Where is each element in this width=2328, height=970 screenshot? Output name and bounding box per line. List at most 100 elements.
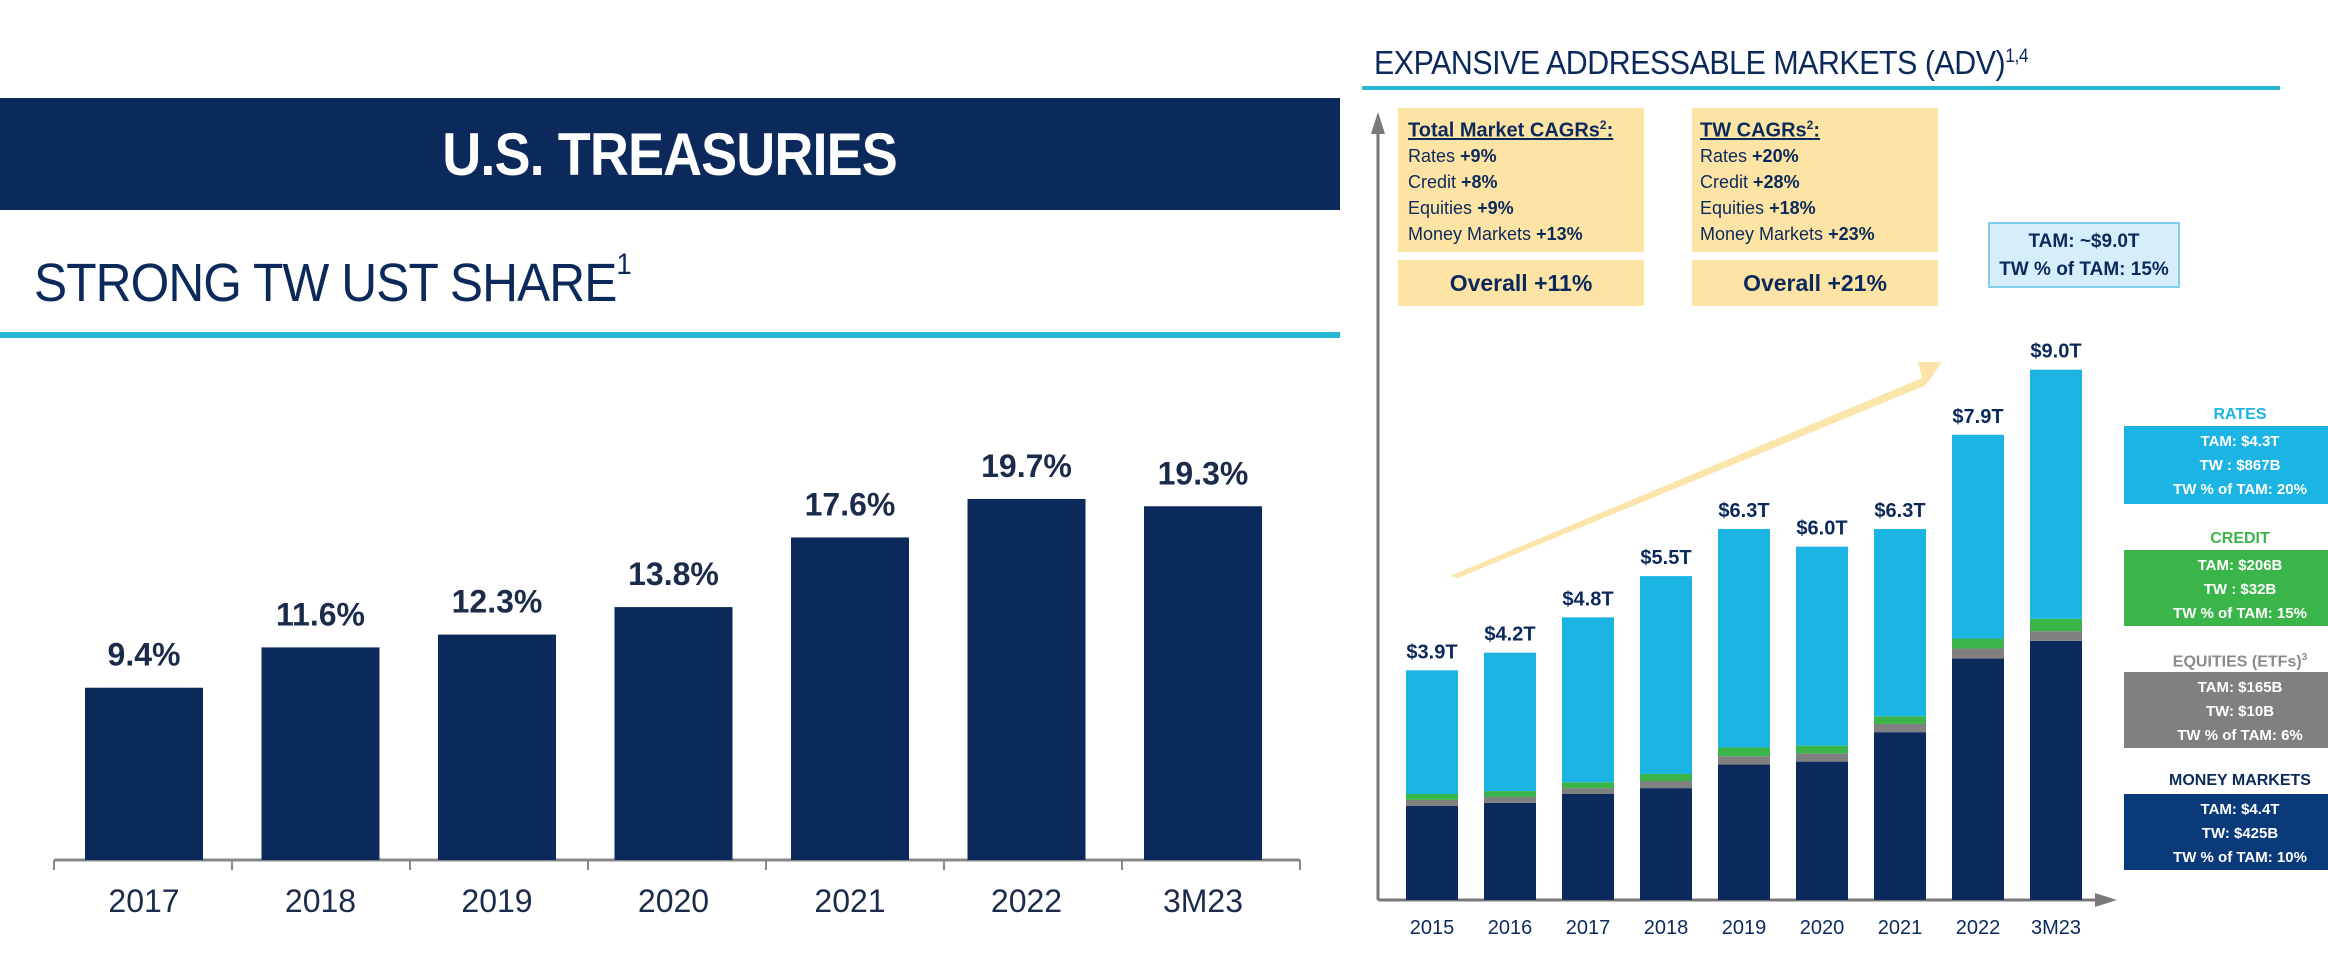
treasuries-banner: U.S. TREASURIES <box>0 98 1340 210</box>
legend-line: TW: $10B <box>2205 703 2275 720</box>
bar-2020 <box>614 607 733 860</box>
bar-segment-rates-2020 <box>1796 546 1848 746</box>
bar-2017 <box>85 687 203 860</box>
x-tick-label: 2021 <box>814 883 885 919</box>
bar-segment-equities-2015 <box>1406 799 1458 806</box>
cagr-value: +9% <box>1477 197 1514 218</box>
bar-segment-equities-2018 <box>1640 781 1692 789</box>
bar-total-label: $6.0T <box>1796 518 1847 540</box>
bar-2021 <box>791 537 909 860</box>
legend-title-money-markets: MONEY MARKETS <box>2169 772 2311 789</box>
total-cagr-box: Total Market CAGRs2: Rates +9% Credit +8… <box>1398 108 1644 252</box>
left-subtitle-text: STRONG TW UST SHARE <box>34 253 617 313</box>
bar-2019 <box>438 634 556 860</box>
x-axis-arrow <box>2095 893 2117 907</box>
right-title: EXPANSIVE ADDRESSABLE MARKETS (ADV)1,4 <box>1374 44 2029 82</box>
cagr-label: Money Markets <box>1408 223 1532 244</box>
bar-segment-rates-2015 <box>1406 670 1458 794</box>
bar-segment-credit-2018 <box>1640 773 1692 782</box>
left-subtitle-footnote: 1 <box>616 248 631 281</box>
bar-segment-equities-2017 <box>1562 788 1614 794</box>
tam-total-line2: TW % of TAM: 15% <box>1999 259 2169 280</box>
legend-line: TAM: $165B <box>2197 679 2283 696</box>
legend-box-equities: TAM: $165B TW: $10B TW % of TAM: 6% <box>2124 672 2328 748</box>
cagr-label: Equities <box>1408 197 1473 218</box>
bar-segment-money-markets-2020 <box>1796 761 1848 900</box>
bar-segment-money-markets-2021 <box>1874 732 1926 900</box>
tw-cagr-line: Credit +28% <box>1700 169 1938 195</box>
left-subtitle: STRONG TW UST SHARE1 <box>34 248 632 314</box>
bar-value-label: 19.7% <box>981 448 1072 484</box>
bar-total-label: $4.8T <box>1562 588 1613 610</box>
bar-segment-rates-2021 <box>1874 529 1926 717</box>
bar-value-label: 17.6% <box>805 486 896 522</box>
tw-cagr-box: TW CAGRs2: Rates +20% Credit +28% Equiti… <box>1692 108 1938 252</box>
bar-segment-equities-2020 <box>1796 753 1848 762</box>
x-tick-label: 2015 <box>1410 917 1455 939</box>
total-cagr-line: Credit +8% <box>1408 169 1644 195</box>
bar-segment-rates-2022 <box>1952 434 2004 639</box>
cagr-label: Rates <box>1408 145 1456 166</box>
cagr-value: +8% <box>1461 171 1498 192</box>
x-tick-label: 2017 <box>108 883 179 919</box>
bar-value-label: 19.3% <box>1158 455 1249 491</box>
legend-line: TW : $32B <box>2203 581 2277 598</box>
bar-segment-money-markets-2016 <box>1484 802 1536 900</box>
x-tick-label: 2017 <box>1566 917 1611 939</box>
cagr-label: Credit <box>1408 171 1457 192</box>
legend-line: TW % of TAM: 20% <box>2173 481 2307 498</box>
cagr-label: Money Markets <box>1700 223 1824 244</box>
bar-segment-rates-2016 <box>1484 652 1536 792</box>
tw-cagr-line: Money Markets +23% <box>1700 221 1938 247</box>
cagr-value: +13% <box>1536 223 1583 244</box>
bar-total-label: $9.0T <box>2030 341 2081 363</box>
bar-segment-money-markets-2017 <box>1562 794 1614 900</box>
bar-segment-money-markets-2018 <box>1640 788 1692 900</box>
left-panel: U.S. TREASURIES STRONG TW UST SHARE1 9.4… <box>0 98 1340 919</box>
legend-line: TW : $867B <box>2199 457 2281 474</box>
cagr-value: +23% <box>1828 223 1875 244</box>
bar-3M23 <box>1144 506 1262 860</box>
bar-segment-rates-3M23 <box>2030 369 2082 619</box>
legend-box-rates: TAM: $4.3T TW : $867B TW % of TAM: 20% <box>2124 426 2328 504</box>
legend-line: TAM: $4.3T <box>2200 433 2280 450</box>
bar-segment-credit-2016 <box>1484 791 1536 797</box>
right-title-text: EXPANSIVE ADDRESSABLE MARKETS (ADV) <box>1374 44 2006 81</box>
bar-segment-rates-2019 <box>1718 529 1770 748</box>
right-divider <box>1362 86 2280 90</box>
left-divider <box>0 332 1340 338</box>
legend-title-rates: RATES <box>2213 406 2267 423</box>
legend-title-equities: EQUITIES (ETFs)3 <box>2124 652 2328 671</box>
bar-value-label: 11.6% <box>276 596 365 632</box>
bar-total-label: $5.5T <box>1640 547 1691 569</box>
x-tick-label: 2021 <box>1878 917 1923 939</box>
x-tick-label: 2018 <box>1644 917 1689 939</box>
legend-line: TW % of TAM: 15% <box>2173 605 2307 622</box>
total-cagr-overall: Overall +11% <box>1398 260 1644 306</box>
bar-value-label: 12.3% <box>452 584 543 620</box>
x-tick-label: 3M23 <box>2031 917 2081 939</box>
y-axis-arrow <box>1371 112 1385 134</box>
total-cagr-heading-suffix: : <box>1606 119 1614 142</box>
tw-cagr-line: Rates +20% <box>1700 143 1938 169</box>
bar-2022 <box>967 498 1086 860</box>
total-cagr-heading-sup: 2 <box>1599 118 1607 132</box>
bar-segment-rates-2018 <box>1640 576 1692 774</box>
addressable-markets-chart: $3.9T 2015 $4.2T 2016 $4.8T 2017 $5.5T 2018 $6.3… <box>1371 112 2117 939</box>
cagr-label: Rates <box>1700 145 1748 166</box>
x-tick-label: 2019 <box>461 883 532 919</box>
x-tick-label: 2020 <box>638 883 709 919</box>
bar-segment-credit-2022 <box>1952 638 2004 649</box>
bar-total-label: $6.3T <box>1718 500 1769 522</box>
bar-segment-rates-2017 <box>1562 617 1614 783</box>
bar-segment-credit-2017 <box>1562 782 1614 789</box>
total-cagr-line: Rates +9% <box>1408 143 1644 169</box>
total-cagr-heading-text: Total Market CAGRs <box>1408 119 1600 142</box>
legend-line: TW % of TAM: 10% <box>2173 849 2307 866</box>
tw-cagr-overall: Overall +21% <box>1692 260 1938 306</box>
x-tick-label: 2020 <box>1800 917 1845 939</box>
tw-cagr-heading-sup: 2 <box>1806 118 1814 132</box>
legend-line: TAM: $206B <box>2197 557 2283 574</box>
bar-segment-equities-2021 <box>1874 723 1926 733</box>
total-cagr-line: Money Markets +13% <box>1408 221 1644 247</box>
